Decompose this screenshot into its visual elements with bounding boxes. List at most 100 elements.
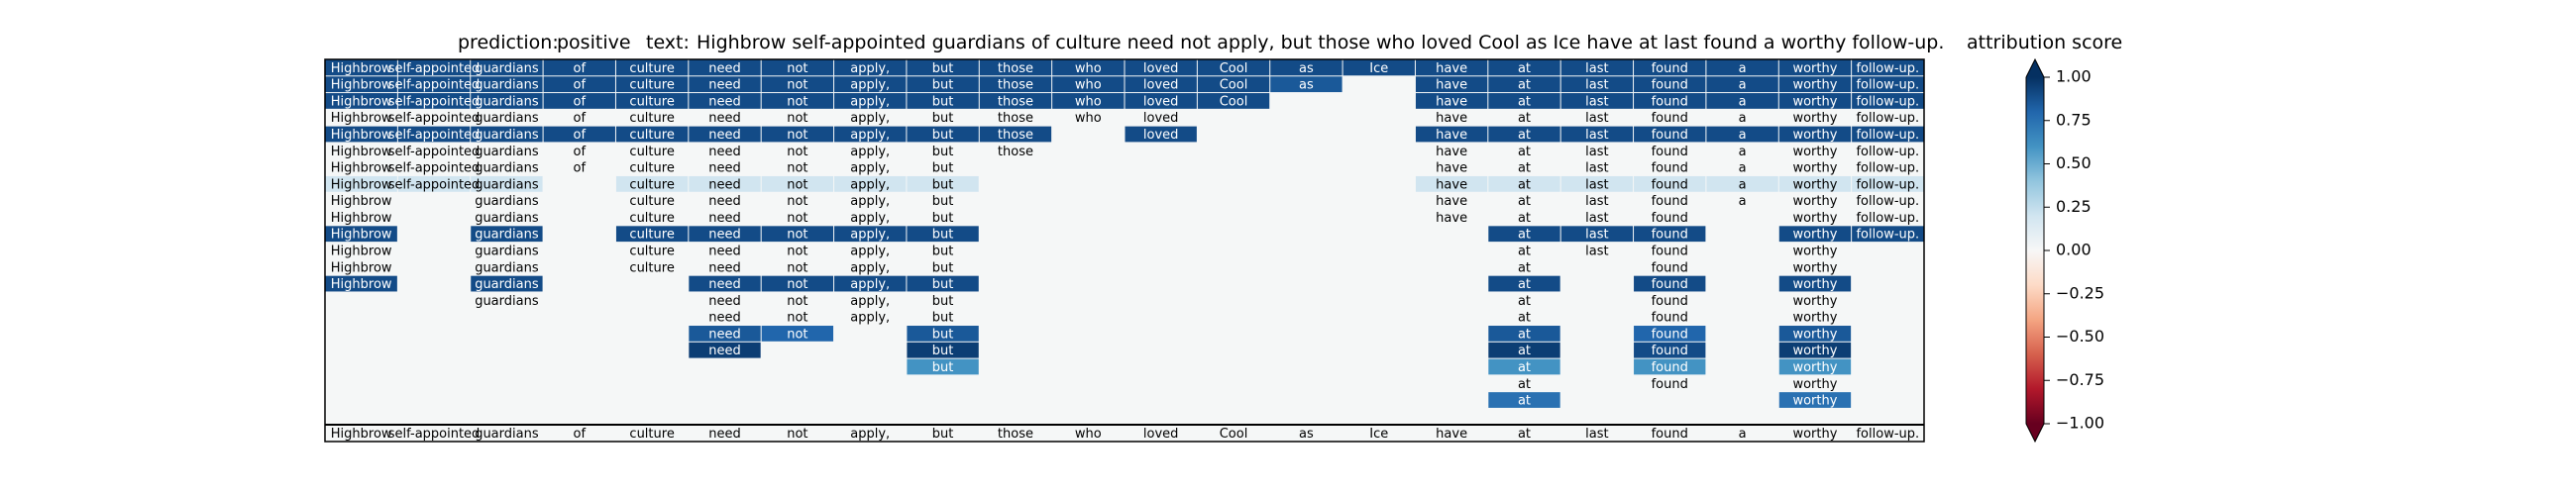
heatmap-word: found bbox=[1652, 327, 1688, 342]
heatmap-word: guardians bbox=[475, 277, 539, 292]
heatmap-word: self-appointed bbox=[388, 61, 481, 76]
heatmap-cell bbox=[397, 76, 471, 93]
heatmap-cell bbox=[1706, 76, 1778, 93]
heatmap-word: last bbox=[1585, 111, 1608, 126]
heatmap-word: need bbox=[708, 327, 741, 342]
heatmap-word: who bbox=[1075, 61, 1102, 76]
heatmap-word: follow-up. bbox=[1856, 427, 1919, 442]
heatmap-cell bbox=[1634, 126, 1706, 143]
heatmap-cell bbox=[761, 93, 834, 109]
colorbar-gradient bbox=[2026, 77, 2044, 424]
heatmap-word: need bbox=[708, 260, 741, 275]
heatmap-cell bbox=[1488, 76, 1560, 93]
heatmap-cell bbox=[1560, 226, 1634, 243]
prediction-value: positive bbox=[557, 32, 631, 53]
heatmap-word: at bbox=[1518, 327, 1531, 342]
heatmap-word: Highbrow bbox=[331, 177, 392, 192]
colorbar-tick-label: 0.50 bbox=[2056, 153, 2092, 172]
heatmap-cell bbox=[907, 93, 979, 109]
heatmap-word: at bbox=[1518, 294, 1531, 309]
heatmap-word: not bbox=[787, 61, 807, 76]
heatmap-word: those bbox=[998, 128, 1033, 143]
heatmap-word: at bbox=[1518, 78, 1531, 93]
heatmap-word: at bbox=[1518, 377, 1531, 392]
heatmap-cell bbox=[1778, 358, 1852, 375]
heatmap-word: apply, bbox=[850, 94, 890, 109]
heatmap-word: worthy bbox=[1792, 177, 1837, 192]
heatmap-word: a bbox=[1739, 61, 1747, 76]
heatmap-word: Highbrow bbox=[331, 194, 392, 209]
heatmap-word: guardians bbox=[475, 78, 539, 93]
colorbar-tick-label: 0.00 bbox=[2056, 241, 2092, 259]
heatmap-cell bbox=[979, 126, 1052, 143]
heatmap-cell bbox=[1778, 126, 1852, 143]
heatmap-word: self-appointed bbox=[388, 427, 481, 442]
heatmap-cell bbox=[834, 76, 907, 93]
heatmap-word: apply, bbox=[850, 177, 890, 192]
heatmap-word: guardians bbox=[475, 94, 539, 109]
heatmap-word: follow-up. bbox=[1856, 228, 1919, 243]
heatmap-word: follow-up. bbox=[1856, 94, 1919, 109]
heatmap-cell bbox=[1052, 59, 1125, 76]
heatmap-word: but bbox=[932, 360, 954, 375]
heatmap-cell bbox=[1852, 93, 1924, 109]
heatmap-cell bbox=[1197, 93, 1270, 109]
heatmap-cell bbox=[907, 76, 979, 93]
heatmap-word: not bbox=[787, 277, 807, 292]
heatmap-cell bbox=[543, 93, 615, 109]
heatmap-word: follow-up. bbox=[1856, 177, 1919, 192]
heatmap-cell bbox=[689, 326, 761, 342]
heatmap-word: found bbox=[1652, 94, 1688, 109]
heatmap-word: have bbox=[1436, 145, 1467, 159]
heatmap-cell bbox=[1415, 175, 1488, 192]
heatmap-cell bbox=[689, 59, 761, 76]
heatmap-word: last bbox=[1585, 128, 1608, 143]
heatmap-word: found bbox=[1652, 245, 1688, 259]
heatmap-word: Highbrow bbox=[331, 111, 392, 126]
heatmap-word: not bbox=[787, 327, 807, 342]
heatmap-word: not bbox=[787, 294, 807, 309]
heatmap-word: apply, bbox=[850, 260, 890, 275]
heatmap-cell bbox=[689, 275, 761, 292]
heatmap-word: worthy bbox=[1792, 277, 1837, 292]
heatmap-word: but bbox=[932, 427, 954, 442]
heatmap-cell bbox=[1560, 76, 1634, 93]
heatmap-word: guardians bbox=[475, 61, 539, 76]
heatmap-word: but bbox=[932, 194, 954, 209]
heatmap-cell bbox=[1125, 93, 1197, 109]
heatmap-word: self-appointed bbox=[388, 161, 481, 176]
heatmap-word: need bbox=[708, 245, 741, 259]
heatmap-cell bbox=[1488, 392, 1560, 408]
heatmap-background bbox=[325, 59, 1924, 442]
heatmap-cell bbox=[761, 226, 834, 243]
heatmap-cell bbox=[471, 76, 543, 93]
heatmap-word: Highbrow bbox=[331, 78, 392, 93]
heatmap-word: of bbox=[574, 61, 587, 76]
heatmap-word: found bbox=[1652, 111, 1688, 126]
heatmap-word: need bbox=[708, 211, 741, 226]
heatmap-word: self-appointed bbox=[388, 78, 481, 93]
heatmap-word: worthy bbox=[1792, 161, 1837, 176]
heatmap-cell bbox=[1488, 93, 1560, 109]
heatmap-cell bbox=[1634, 59, 1706, 76]
heatmap-word: but bbox=[932, 294, 954, 309]
heatmap-word: Highbrow bbox=[331, 427, 392, 442]
heatmap-cell bbox=[1634, 275, 1706, 292]
heatmap-word: apply, bbox=[850, 294, 890, 309]
heatmap-word: guardians bbox=[475, 161, 539, 176]
heatmap-word: have bbox=[1436, 94, 1467, 109]
heatmap-word: at bbox=[1518, 228, 1531, 243]
heatmap-word: at bbox=[1518, 161, 1531, 176]
heatmap-word: Highbrow bbox=[331, 245, 392, 259]
heatmap-word: worthy bbox=[1792, 128, 1837, 143]
heatmap-word: follow-up. bbox=[1856, 194, 1919, 209]
colorbar-tick-label: −0.50 bbox=[2056, 327, 2104, 346]
heatmap-cell bbox=[979, 59, 1052, 76]
heatmap-word: follow-up. bbox=[1856, 145, 1919, 159]
heatmap-cell bbox=[834, 59, 907, 76]
heatmap-word: last bbox=[1585, 211, 1608, 226]
heatmap-word: not bbox=[787, 111, 807, 126]
heatmap-cell bbox=[543, 76, 615, 93]
heatmap-cell bbox=[834, 275, 907, 292]
heatmap-word: culture bbox=[629, 211, 674, 226]
